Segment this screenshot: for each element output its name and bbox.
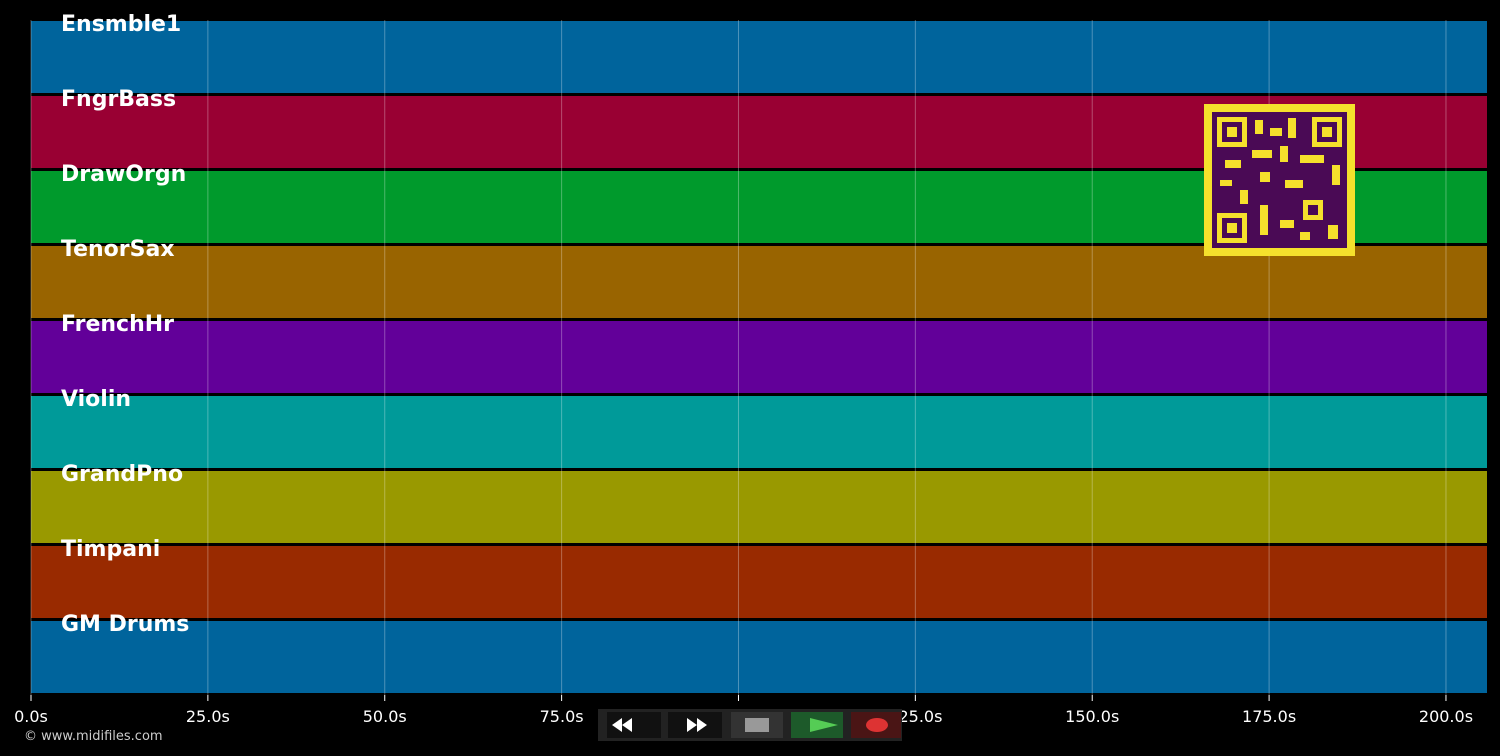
track-lane (31, 246, 1487, 318)
track-lane (31, 321, 1487, 393)
qr-code (1204, 104, 1355, 256)
x-tick-label: 200.0s (1419, 707, 1473, 726)
transport-controls (598, 709, 902, 741)
track-lane (31, 621, 1487, 693)
x-tick-label: 0.0s (14, 707, 48, 726)
track-lane (31, 396, 1487, 468)
track-lane (31, 21, 1487, 93)
track-name: Ensmble1 (61, 12, 181, 37)
track-lane (31, 546, 1487, 618)
rewind-button[interactable] (607, 712, 661, 738)
labels: Ensmble1 FngrBass DrawOrgn TenorSax FrenchHr… (14, 12, 1473, 726)
grid (30, 20, 1447, 701)
record-button[interactable] (851, 712, 901, 738)
x-tick-label: 50.0s (363, 707, 407, 726)
x-tick-label: 150.0s (1065, 707, 1119, 726)
forward-button[interactable] (668, 712, 722, 738)
track-name: FrenchHr (61, 312, 174, 337)
stop-button[interactable] (731, 712, 783, 738)
x-tick-label: 25.0s (186, 707, 230, 726)
track-name: FngrBass (61, 87, 176, 112)
track-name: Violin (61, 387, 131, 412)
track-lane (31, 471, 1487, 543)
track-name: DrawOrgn (61, 162, 186, 187)
play-button[interactable] (791, 712, 843, 738)
track-name: TenorSax (61, 237, 175, 262)
track-name: GrandPno (61, 462, 183, 487)
track-name: Timpani (61, 537, 160, 562)
track-name: GM Drums (61, 612, 189, 637)
credit: © www.midifiles.com (24, 729, 163, 744)
x-tick-label: 175.0s (1242, 707, 1296, 726)
x-tick-label: 75.0s (540, 707, 584, 726)
